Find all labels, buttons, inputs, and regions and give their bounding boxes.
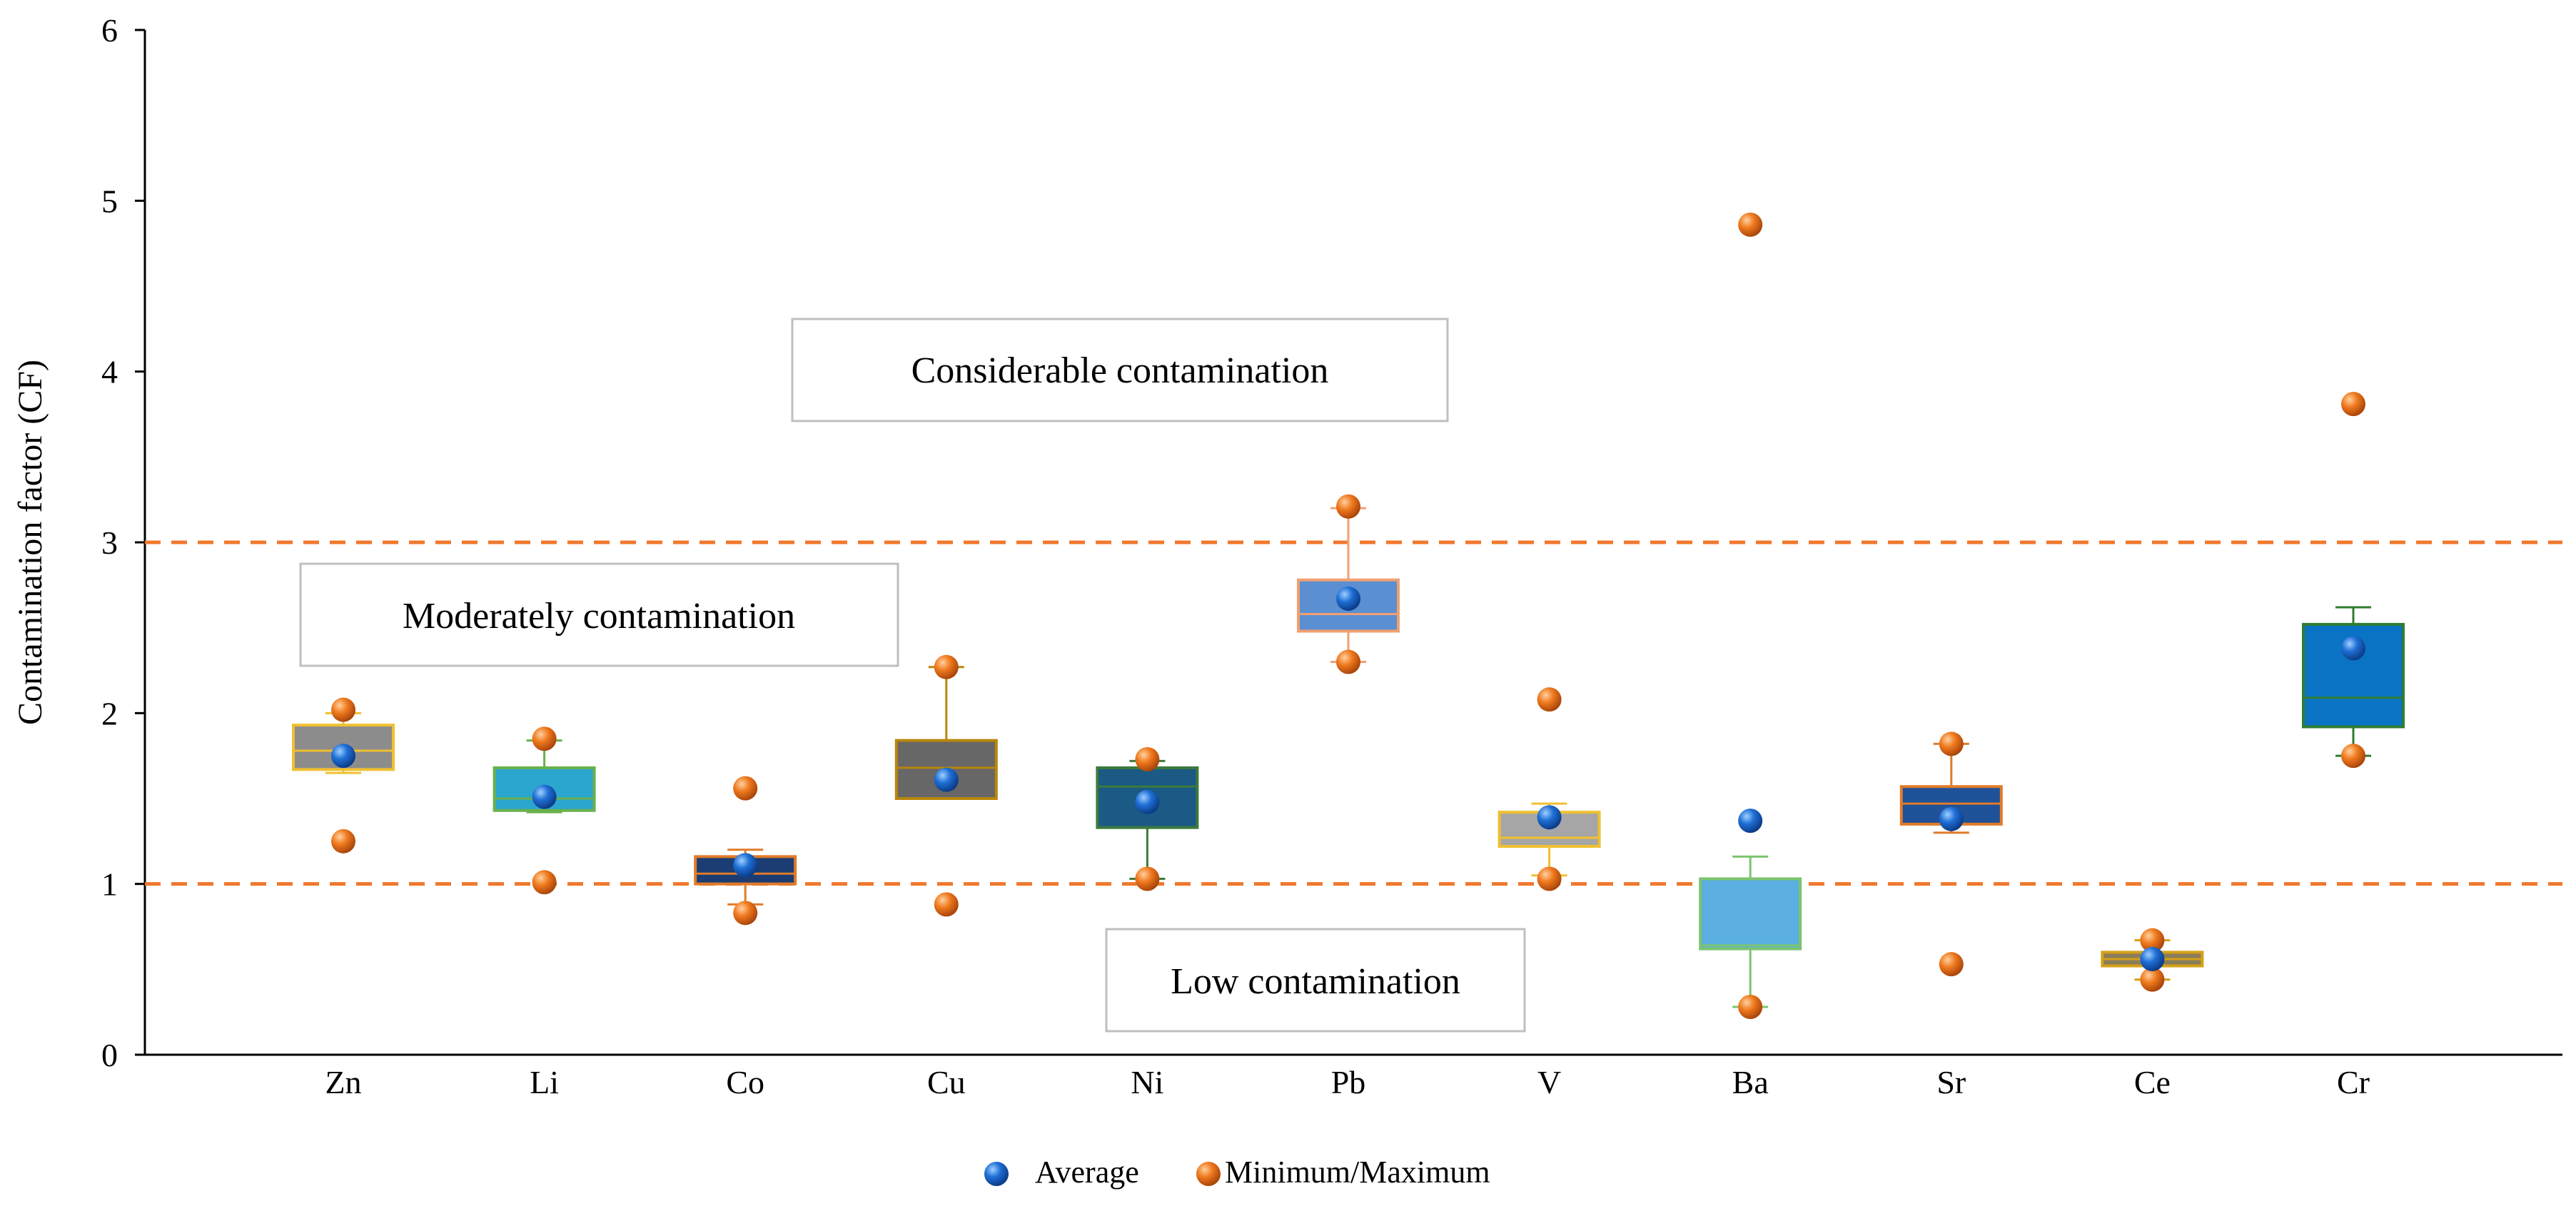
x-tick-label: Ce — [2134, 1064, 2171, 1100]
x-tick-labels: Zn Li Co Cu Ni Pb V Ba Sr Ce Cr — [325, 1064, 2370, 1100]
y-tick-label: 6 — [101, 12, 118, 49]
legend-minmax-marker — [1196, 1162, 1221, 1186]
legend-average-marker — [984, 1162, 1009, 1186]
average-point — [1135, 789, 1160, 814]
maximum-point — [1336, 494, 1360, 519]
annotation-box — [1105, 928, 1526, 1033]
box-plot-li — [493, 726, 596, 895]
y-tick-label: 4 — [101, 354, 118, 390]
maximum-point — [1939, 731, 1964, 756]
minimum-point — [2341, 744, 2365, 769]
annotation-moderately: Moderately contamination — [299, 562, 899, 667]
box-plot-ce — [2101, 928, 2204, 992]
maximum-point — [1738, 212, 1763, 237]
average-point — [2140, 946, 2165, 971]
annotation-box — [299, 562, 899, 667]
maximum-point — [331, 697, 355, 722]
annotation-considerable: Considerable contamination — [791, 318, 1449, 422]
average-point — [934, 767, 959, 792]
box-plot-ni — [1096, 746, 1199, 891]
minimum-point — [532, 870, 557, 895]
y-tick-label: 0 — [101, 1037, 118, 1073]
y-ticks: 0 1 2 3 4 5 6 — [101, 12, 145, 1073]
region-annotations: Considerable contamination Moderately co… — [299, 318, 1526, 1033]
annotation-moderately-label: Moderately contamination — [403, 596, 795, 637]
y-axis-title: Contamination factor (CF) — [11, 360, 49, 725]
axes — [143, 30, 2562, 1056]
maximum-point — [2341, 392, 2365, 417]
x-tick-label: Zn — [325, 1064, 361, 1100]
maximum-point — [2140, 928, 2165, 953]
average-point — [331, 744, 355, 769]
x-tick-label: Cr — [2337, 1064, 2370, 1100]
box-plot-co — [694, 776, 797, 926]
x-tick-label: Ni — [1131, 1064, 1163, 1100]
average-point — [1336, 586, 1360, 611]
annotation-considerable-label: Considerable contamination — [911, 350, 1329, 391]
box-plots — [292, 212, 2405, 1019]
x-tick-label: Sr — [1936, 1064, 1966, 1100]
x-tick-label: V — [1537, 1064, 1561, 1100]
maximum-point — [733, 776, 758, 801]
average-point — [532, 784, 557, 809]
minimum-point — [1738, 994, 1763, 1019]
box-iqr — [1699, 877, 1802, 951]
box-plot-cu — [894, 654, 998, 917]
minimum-point — [1939, 952, 1964, 977]
minimum-point — [1135, 866, 1160, 891]
box-plot-pb — [1297, 494, 1400, 674]
box-plot-cr — [2302, 392, 2405, 769]
annotation-low-label: Low contamination — [1171, 961, 1460, 1002]
average-point — [1939, 806, 1964, 831]
maximum-point — [934, 654, 959, 679]
x-tick-label: Ba — [1732, 1064, 1769, 1100]
maximum-point — [1135, 746, 1160, 771]
x-tick-label: Pb — [1331, 1064, 1366, 1100]
annotation-low: Low contamination — [1105, 928, 1526, 1033]
maximum-point — [532, 726, 557, 751]
minimum-point — [934, 892, 959, 917]
box-plot-v — [1497, 687, 1601, 891]
minimum-point — [2140, 967, 2165, 992]
minimum-point — [733, 901, 758, 926]
y-tick-label: 3 — [101, 525, 118, 561]
x-tick-label: Co — [726, 1064, 764, 1100]
x-tick-label: Li — [530, 1064, 559, 1100]
maximum-point — [1537, 687, 1562, 712]
legend-average-label: Average — [1035, 1155, 1139, 1190]
minimum-point — [1537, 866, 1562, 891]
box-plot-sr — [1899, 731, 2003, 977]
legend-minmax-label: Minimum/Maximum — [1225, 1155, 1490, 1190]
average-point — [2341, 636, 2365, 661]
average-point — [1738, 809, 1763, 833]
box-plot-zn — [292, 697, 395, 853]
y-tick-label: 1 — [101, 866, 118, 903]
annotation-box — [791, 318, 1449, 422]
minimum-point — [1336, 649, 1360, 674]
legend: Average Minimum/Maximum — [984, 1155, 1490, 1190]
x-tick-label: Cu — [927, 1064, 966, 1100]
box-plot-ba — [1699, 212, 1802, 1019]
y-tick-label: 2 — [101, 695, 118, 731]
average-point — [1537, 805, 1562, 830]
minimum-point — [331, 829, 355, 853]
y-tick-label: 5 — [101, 183, 118, 219]
average-point — [733, 853, 758, 878]
